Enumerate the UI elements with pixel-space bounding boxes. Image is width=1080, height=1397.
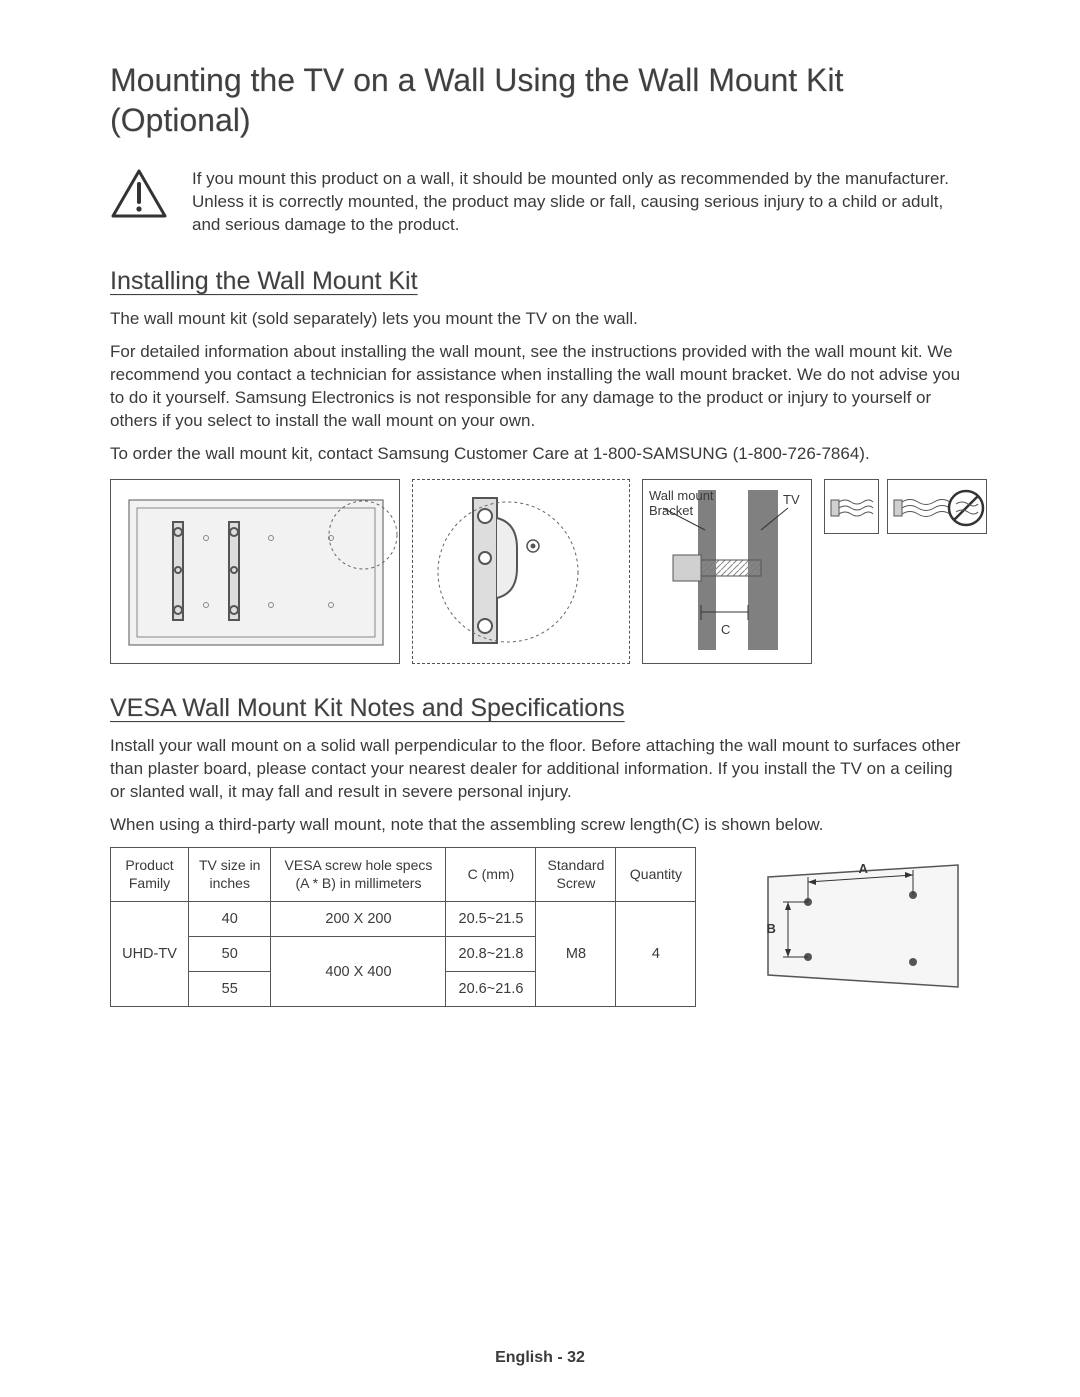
cell-vesa-0: 200 X 200 [271, 902, 446, 937]
warning-text: If you mount this product on a wall, it … [192, 168, 970, 237]
cell-qty: 4 [616, 902, 696, 1007]
label-a: A [858, 861, 867, 876]
cell-vesa-12: 400 X 400 [271, 937, 446, 1007]
label-wall-mount-bracket: Wall mount Bracket [649, 488, 714, 518]
th-size: TV size in inches [189, 848, 271, 902]
cell-screw: M8 [536, 902, 616, 1007]
th-qty: Quantity [616, 848, 696, 902]
label-tv: TV [783, 492, 800, 507]
cell-c-0: 20.5~21.5 [446, 902, 536, 937]
section2-p1: Install your wall mount on a solid wall … [110, 735, 970, 804]
section2-p2: When using a third-party wall mount, not… [110, 814, 970, 837]
section1-p2: For detailed information about installin… [110, 341, 970, 433]
warning-section: If you mount this product on a wall, it … [110, 168, 970, 237]
install-diagram-row: Wall mount Bracket TV C [110, 479, 970, 664]
label-c: C [721, 622, 730, 637]
bolt-long-prohibited-diagram [887, 479, 987, 534]
cell-size-2: 55 [189, 972, 271, 1007]
warning-icon [110, 168, 168, 225]
cell-c-1: 20.8~21.8 [446, 937, 536, 972]
label-b: B [766, 921, 775, 936]
section1-heading: Installing the Wall Mount Kit [110, 267, 970, 296]
tv-back-diagram [110, 479, 400, 664]
cell-size-0: 40 [189, 902, 271, 937]
spec-table: Product Family TV size in inches VESA sc… [110, 847, 696, 1007]
side-section-diagram: Wall mount Bracket TV C [642, 479, 812, 664]
th-family: Product Family [111, 848, 189, 902]
page-title: Mounting the TV on a Wall Using the Wall… [110, 60, 970, 140]
bracket-zoom-diagram [412, 479, 630, 664]
cell-size-1: 50 [189, 937, 271, 972]
th-c: C (mm) [446, 848, 536, 902]
th-vesa: VESA screw hole specs (A * B) in millime… [271, 848, 446, 902]
bolt-short-diagram [824, 479, 879, 534]
section1-p3: To order the wall mount kit, contact Sam… [110, 443, 970, 466]
vesa-ab-diagram: A B [708, 847, 968, 1007]
section1-p1: The wall mount kit (sold separately) let… [110, 308, 970, 331]
section2-heading: VESA Wall Mount Kit Notes and Specificat… [110, 694, 970, 723]
th-screw: Standard Screw [536, 848, 616, 902]
page-footer: English - 32 [0, 1349, 1080, 1367]
cell-family: UHD-TV [111, 902, 189, 1007]
cell-c-2: 20.6~21.6 [446, 972, 536, 1007]
